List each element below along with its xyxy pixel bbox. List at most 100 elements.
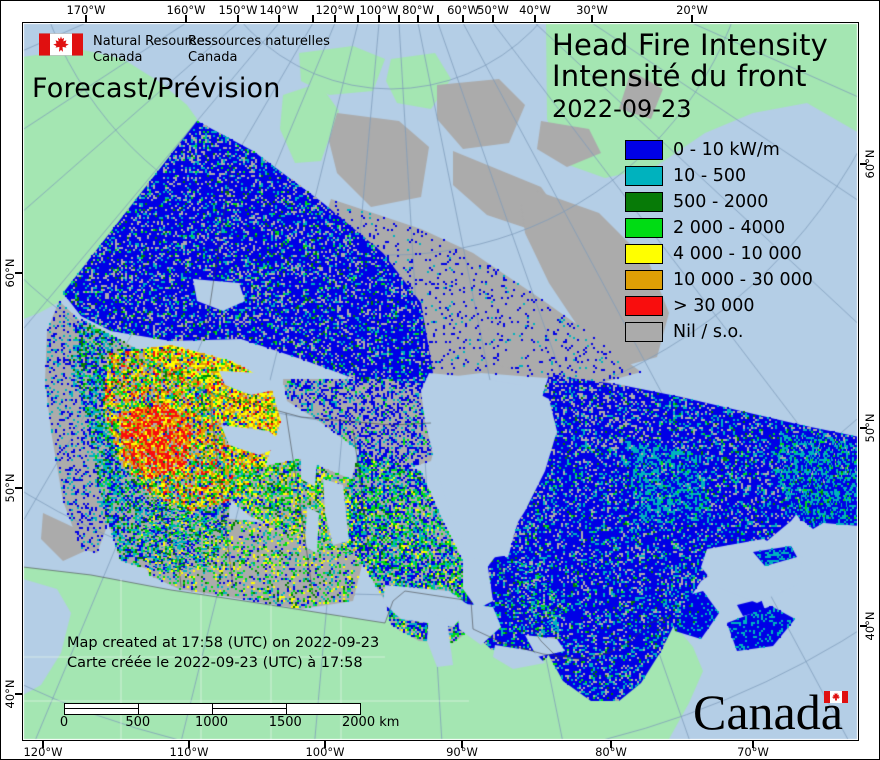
logo-en-line2: Canada	[93, 50, 143, 65]
legend-item: 2 000 - 4000	[625, 215, 813, 241]
coordinate-label: 30°W	[576, 3, 608, 17]
graticule-tick	[534, 15, 536, 22]
legend-swatch	[625, 218, 663, 238]
created-fr: Carte créée le 2022-09-23 (UTC) à 17:58	[67, 655, 363, 671]
graticule-tick	[860, 427, 867, 429]
graticule-tick	[278, 15, 280, 22]
coordinate-label: 160°W	[166, 3, 206, 17]
map-title: Head Fire Intensity Intensité du front 2…	[552, 28, 829, 124]
scale-segment	[139, 704, 213, 714]
graticule-tick	[15, 272, 22, 274]
coordinate-label: 100°W	[305, 745, 345, 759]
graticule-tick	[860, 163, 867, 165]
legend-item: 10 - 500	[625, 163, 813, 189]
graticule-tick	[610, 741, 612, 748]
legend-item: 10 000 - 30 000	[625, 267, 813, 293]
canada-wordmark: Canada	[693, 684, 843, 740]
scale-label: 1500	[268, 715, 302, 730]
coordinate-label: 100°W	[359, 3, 399, 17]
legend-item-label: Nil / s.o.	[673, 322, 744, 342]
nrcan-logo-text-fr: Ressources naturelles Canada	[188, 34, 330, 66]
coordinate-label: 40°W	[519, 3, 551, 17]
legend-item-label: > 30 000	[673, 296, 755, 316]
legend-item-label: 4 000 - 10 000	[673, 244, 802, 264]
graticule-tick	[324, 741, 326, 748]
coordinate-label: 80°W	[402, 3, 434, 17]
graticule-tick	[15, 693, 22, 695]
graticule-tick	[437, 15, 439, 22]
graticule-tick	[398, 15, 400, 22]
legend-item: 0 - 10 kW/m	[625, 137, 813, 163]
nrcan-logo-text-en: Natural Resources Canada	[93, 34, 211, 66]
scale-bar-labels: 0 500 1000 1500 2000 km	[60, 715, 424, 731]
logo-fr-line1: Ressources naturelles	[188, 34, 330, 49]
legend-swatch	[625, 322, 663, 342]
canada-flag-icon	[39, 33, 83, 56]
coordinate-label: 170°W	[66, 3, 106, 17]
forecast-label: Forecast/Prévision	[32, 73, 281, 104]
graticule-tick	[591, 15, 593, 22]
legend-item: 500 - 2000	[625, 189, 813, 215]
graticule-tick	[461, 741, 463, 748]
legend-swatch	[625, 244, 663, 264]
graticule-tick	[417, 15, 419, 22]
legend-swatch	[625, 166, 663, 186]
coordinate-label: 60°W	[447, 3, 479, 17]
created-en: Map created at 17:58 (UTC) on 2022-09-23	[67, 635, 380, 651]
legend-item: > 30 000	[625, 293, 813, 319]
graticule-tick	[357, 15, 359, 22]
scale-bar	[64, 703, 361, 715]
legend-swatch	[625, 140, 663, 160]
title-en: Head Fire Intensity	[552, 28, 829, 62]
graticule-tick	[492, 15, 494, 22]
coordinate-label: 90°W	[446, 745, 478, 759]
legend-item-label: 10 - 500	[673, 166, 747, 186]
coordinate-label: 80°W	[595, 745, 627, 759]
graticule-tick	[860, 625, 867, 627]
legend-item-label: 10 000 - 30 000	[673, 270, 813, 290]
scale-label: 2000 km	[342, 715, 400, 730]
legend-item: 4 000 - 10 000	[625, 241, 813, 267]
legend-swatch	[625, 270, 663, 290]
coordinate-label: 120°W	[23, 745, 63, 759]
scale-label: 0	[59, 715, 69, 730]
map-created-note: Map created at 17:58 (UTC) on 2022-09-23…	[67, 633, 379, 673]
legend-swatch	[625, 192, 663, 212]
graticule-tick	[42, 741, 44, 748]
graticule-tick	[15, 487, 22, 489]
coordinate-label: 20°W	[676, 3, 708, 17]
scale-segment	[287, 704, 360, 714]
coordinate-label: 110°W	[169, 745, 209, 759]
legend-item-label: 2 000 - 4000	[673, 218, 786, 238]
graticule-tick	[691, 15, 693, 22]
legend-item-label: 500 - 2000	[673, 192, 769, 212]
title-fr: Intensité du front	[552, 59, 807, 93]
scale-segment	[65, 704, 139, 714]
graticule-tick	[85, 15, 87, 22]
graticule-tick	[462, 15, 464, 22]
legend: 0 - 10 kW/m 10 - 500 500 - 2000 2 000 - 400…	[625, 137, 813, 345]
scale-label: 500	[125, 715, 151, 730]
scale-label: 1000	[194, 715, 229, 730]
coordinate-label: 70°W	[737, 745, 769, 759]
coordinate-label: 150°W	[218, 3, 258, 17]
nrcan-logo	[39, 33, 83, 56]
graticule-tick	[378, 15, 380, 22]
coordinate-label: 140°W	[259, 3, 299, 17]
logo-en-line1: Natural Resources	[93, 34, 212, 49]
wordmark-flag-icon	[824, 691, 848, 703]
graticule-tick	[752, 741, 754, 748]
logo-fr-line2: Canada	[188, 50, 238, 65]
graticule-tick	[185, 15, 187, 22]
legend-item-label: 0 - 10 kW/m	[673, 140, 780, 160]
graticule-tick	[188, 741, 190, 748]
coordinate-label: 50°W	[477, 3, 509, 17]
legend-item: Nil / s.o.	[625, 319, 813, 345]
legend-swatch	[625, 296, 663, 316]
graticule-tick	[237, 15, 239, 22]
title-date: 2022-09-23	[552, 95, 692, 123]
graticule-tick	[334, 15, 336, 22]
graticule-tick	[312, 15, 314, 22]
